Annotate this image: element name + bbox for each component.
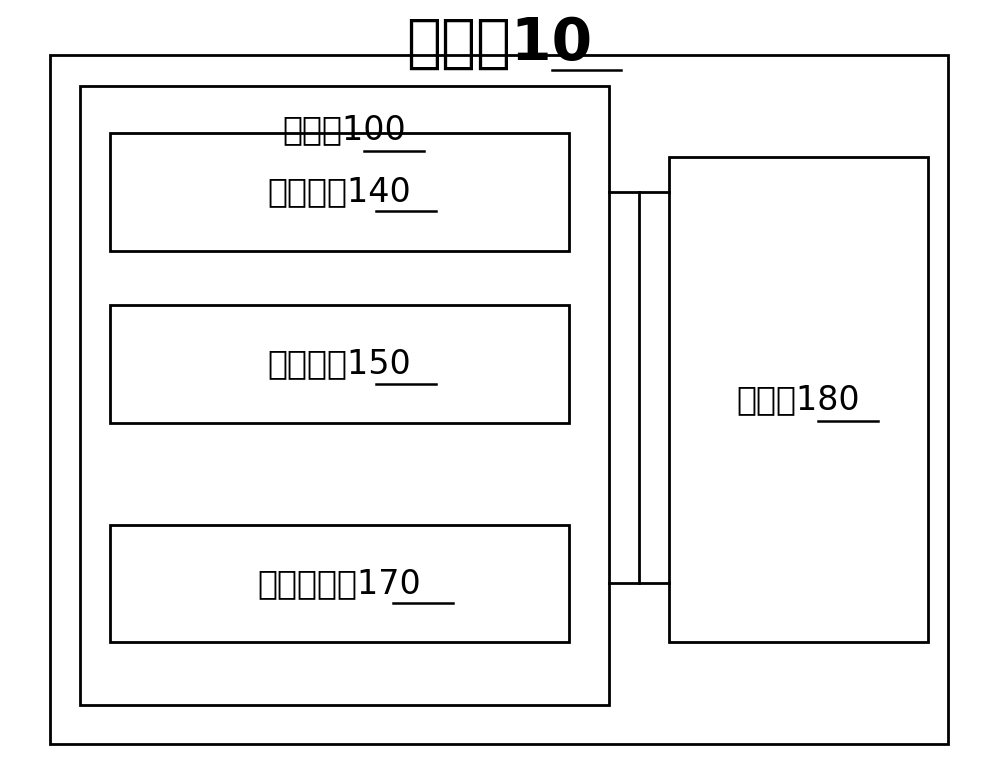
Bar (669, 157, 928, 642)
Bar (110, 525, 569, 642)
Bar (110, 133, 569, 251)
Text: 室内机风机170: 室内机风机170 (257, 567, 421, 600)
Bar (50, 55, 948, 744)
Text: 净化组件150: 净化组件150 (267, 348, 411, 381)
Text: 控制器180: 控制器180 (737, 383, 860, 416)
Text: 室内机100: 室内机100 (282, 113, 406, 146)
Bar (80, 86, 609, 705)
Text: 空调器10: 空调器10 (406, 15, 592, 71)
Bar (110, 305, 569, 423)
Text: 驱动装置140: 驱动装置140 (267, 175, 411, 208)
